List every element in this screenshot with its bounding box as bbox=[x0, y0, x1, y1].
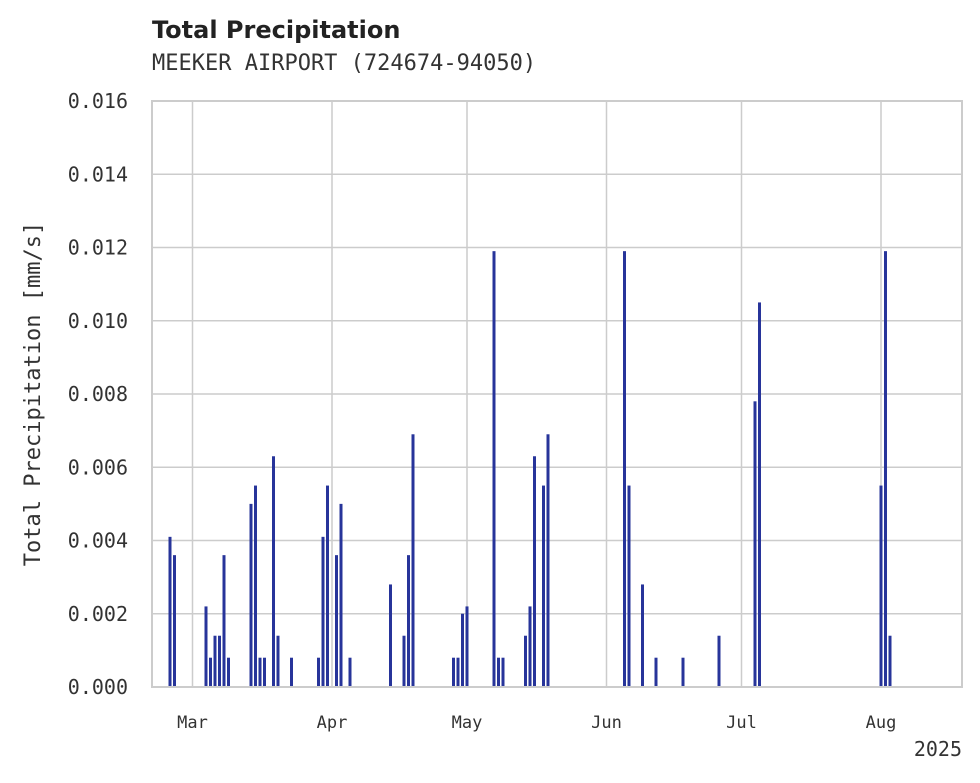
precipitation-bar bbox=[213, 635, 217, 687]
chart-title: Total Precipitation bbox=[152, 16, 401, 44]
precipitation-bar bbox=[402, 635, 406, 687]
precipitation-bar bbox=[209, 657, 212, 687]
precipitation-bar bbox=[884, 251, 887, 687]
precipitation-bar bbox=[348, 665, 352, 687]
precipitation-bar bbox=[272, 456, 275, 687]
x-axis-year-label: 2025 bbox=[914, 737, 962, 761]
precipitation-bar bbox=[542, 485, 545, 687]
precipitation-bar bbox=[339, 584, 343, 687]
precipitation-bar bbox=[623, 251, 626, 687]
precipitation-bar bbox=[681, 657, 685, 687]
precipitation-bar bbox=[168, 536, 172, 687]
x-tick-label: Aug bbox=[866, 713, 897, 733]
y-tick-label: 0.000 bbox=[68, 675, 128, 699]
precipitation-bar bbox=[497, 657, 500, 687]
y-tick-label: 0.002 bbox=[68, 602, 128, 626]
plot-frame bbox=[151, 100, 963, 688]
precipitation-bar bbox=[321, 536, 325, 687]
y-tick-label: 0.006 bbox=[68, 455, 128, 479]
precipitation-bar bbox=[276, 635, 280, 687]
x-tick-label: May bbox=[452, 713, 483, 733]
precipitation-bar bbox=[317, 657, 320, 687]
precipitation-bar bbox=[326, 536, 329, 687]
y-tick-label: 0.014 bbox=[68, 162, 128, 186]
y-axis-label: Total Precipitation [mm/s] bbox=[21, 222, 46, 566]
precipitation-bar bbox=[222, 657, 226, 687]
x-tick-label: Jul bbox=[726, 713, 757, 733]
y-tick-label: 0.008 bbox=[68, 382, 128, 406]
precipitation-bar bbox=[335, 555, 338, 687]
precipitation-bar bbox=[173, 606, 176, 687]
precipitation-bar bbox=[407, 555, 410, 687]
precipitation-bar bbox=[456, 657, 460, 687]
precipitation-bar bbox=[654, 657, 658, 687]
precipitation-bar bbox=[411, 434, 415, 687]
precipitation-bar bbox=[528, 606, 532, 687]
precipitation-bar bbox=[627, 536, 631, 687]
precipitation-bar bbox=[533, 456, 536, 687]
y-tick-label: 0.016 bbox=[68, 89, 128, 113]
y-tick-label: 0.004 bbox=[68, 529, 128, 553]
bar-series bbox=[168, 251, 892, 687]
precipitation-bar bbox=[465, 606, 469, 687]
precipitation-bar bbox=[461, 613, 464, 687]
precipitation-bar bbox=[501, 657, 505, 687]
precipitation-bar bbox=[254, 584, 257, 687]
chart-subtitle: MEEKER AIRPORT (724674-94050) bbox=[152, 51, 537, 76]
precipitation-bar bbox=[879, 485, 883, 687]
precipitation-bar bbox=[717, 635, 721, 687]
precipitation-bar bbox=[389, 584, 392, 687]
precipitation-bar bbox=[888, 635, 892, 687]
precipitation-bar bbox=[524, 635, 527, 687]
x-tick-label: Apr bbox=[317, 713, 348, 733]
precipitation-bar bbox=[263, 657, 266, 687]
y-axis-ticks: 0.000 0.002 0.004 0.006 0.008 0.010 0.012 0.014… bbox=[68, 89, 128, 699]
x-tick-label: Jun bbox=[591, 713, 622, 733]
y-tick-label: 0.010 bbox=[68, 309, 128, 333]
precipitation-bar bbox=[753, 401, 757, 687]
precipitation-bar bbox=[758, 657, 761, 687]
precipitation-bar bbox=[546, 434, 550, 687]
precipitation-bar bbox=[758, 302, 761, 687]
precipitation-bar bbox=[204, 606, 208, 687]
grid-lines bbox=[152, 100, 962, 688]
precipitation-bar bbox=[492, 251, 496, 687]
precipitation-bar bbox=[218, 635, 221, 687]
y-tick-label: 0.012 bbox=[68, 236, 128, 260]
precipitation-bar bbox=[290, 657, 293, 687]
x-tick-label: Mar bbox=[177, 713, 208, 733]
precipitation-bar bbox=[227, 657, 230, 687]
precipitation-bar bbox=[249, 503, 253, 687]
precipitation-bar bbox=[452, 657, 455, 687]
x-axis-ticks: Mar Apr May Jun Jul Aug bbox=[177, 713, 896, 733]
precipitation-bar bbox=[222, 555, 226, 687]
precipitation-bar bbox=[641, 584, 644, 687]
precipitation-bar bbox=[258, 657, 262, 687]
